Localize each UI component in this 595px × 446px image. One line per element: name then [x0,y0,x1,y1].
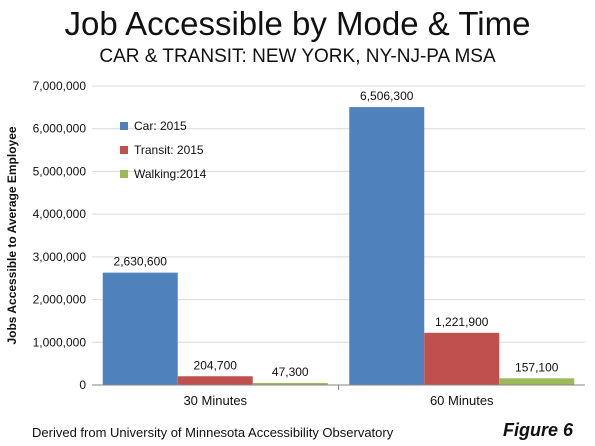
y-tick-label: 1,000,000 [33,335,87,349]
chart-title: Job Accessible by Mode & Time [64,5,531,42]
y-tick-label: 0 [79,378,86,392]
legend-label: Transit: 2015 [134,143,204,157]
y-tick-label: 2,000,000 [33,293,87,307]
data-label: 47,300 [272,365,309,379]
source-note: Derived from University of Minnesota Acc… [32,425,394,440]
y-tick-label: 6,000,000 [33,122,87,136]
bar-car-30min [102,272,178,385]
legend-label: Walking:2014 [134,167,207,181]
figure-label: Figure 6 [502,420,573,440]
y-tick-label: 3,000,000 [33,250,87,264]
data-label: 204,700 [194,358,238,372]
bar-transit-60min [424,332,500,385]
legend-label: Car: 2015 [134,119,187,133]
x-tick-label: 30 Minutes [183,393,247,408]
legend-swatch-transit [120,146,128,154]
data-label: 157,100 [515,360,559,374]
y-tick-label: 4,000,000 [33,207,87,221]
data-label: 2,630,600 [114,255,168,269]
y-tick-label: 7,000,000 [33,79,87,93]
y-axis-title: Jobs Accessible to Average Employee [5,126,19,344]
legend-swatch-car [120,122,128,130]
legend-swatch-walking [120,170,128,178]
bar-walking-30min [252,382,328,385]
y-tick-label: 5,000,000 [33,164,87,178]
bar-transit-30min [177,376,253,385]
data-label: 1,221,900 [435,315,489,329]
bar-car-60min [349,107,425,385]
data-label: 6,506,300 [360,89,414,103]
x-tick-label: 60 Minutes [430,393,494,408]
chart-subtitle: CAR & TRANSIT: NEW YORK, NY-NJ-PA MSA [99,46,496,67]
bar-walking-60min [499,378,575,385]
